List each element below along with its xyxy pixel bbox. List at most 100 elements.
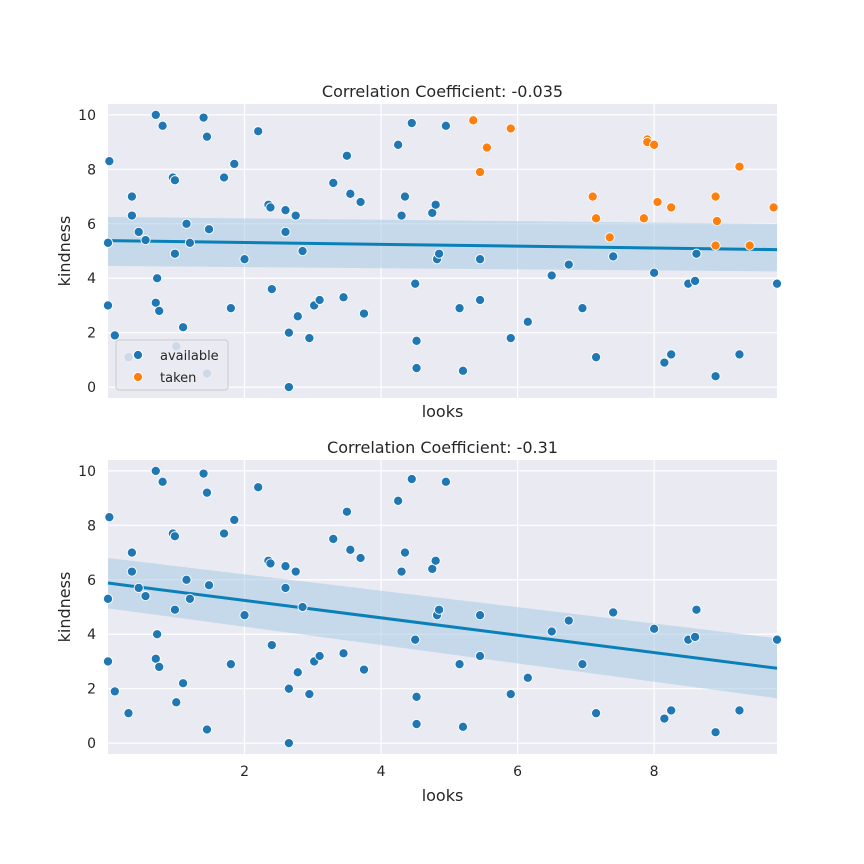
data-point-available-29 xyxy=(253,126,264,137)
data-point-available-1 xyxy=(104,156,115,167)
data-point-available-34 xyxy=(280,205,291,216)
data-point-available-45 xyxy=(341,150,352,161)
data-point-available-73 xyxy=(659,357,670,368)
data-point-available-55 xyxy=(411,719,422,730)
x-ticks-bottom: 2 4 6 8 xyxy=(240,764,659,780)
y-tick-label-6: 6 xyxy=(87,573,96,589)
x-tick-label-4: 4 xyxy=(377,764,386,780)
data-point-available-22 xyxy=(201,487,213,498)
data-point-available-65 xyxy=(505,689,516,700)
confidence-band-area xyxy=(108,558,777,699)
data-point-taken-17 xyxy=(744,240,755,251)
data-point-available-50 xyxy=(396,210,407,221)
y-axis-label-top: kindness xyxy=(55,216,74,287)
y-tick-label-8: 8 xyxy=(87,162,96,178)
data-point-available-49 xyxy=(393,139,404,150)
data-point-available-24 xyxy=(203,224,215,235)
y-tick-label-0: 0 xyxy=(87,736,96,752)
data-point-available-39 xyxy=(297,601,308,613)
data-point-available-42 xyxy=(314,294,325,306)
data-point-available-74 xyxy=(666,349,677,360)
data-point-available-77 xyxy=(691,248,702,259)
data-point-available-66 xyxy=(522,316,533,327)
legend-label-available: available xyxy=(160,349,219,364)
data-point-available-13 xyxy=(157,476,168,487)
data-point-available-51 xyxy=(399,547,411,558)
data-point-available-17 xyxy=(169,604,180,615)
data-point-available-45 xyxy=(341,506,352,517)
data-point-available-0 xyxy=(102,237,114,248)
data-point-available-20 xyxy=(184,237,195,248)
data-point-available-72 xyxy=(649,623,660,634)
data-point-available-32 xyxy=(266,640,277,651)
data-point-available-64 xyxy=(474,650,486,662)
data-point-taken-11 xyxy=(652,196,663,208)
data-point-available-7 xyxy=(133,226,144,237)
data-point-available-80 xyxy=(771,634,783,645)
y-ticks-top: 0 2 4 6 8 10 xyxy=(78,108,96,396)
data-point-available-46 xyxy=(345,188,356,199)
data-point-available-50 xyxy=(396,566,407,577)
data-point-available-71 xyxy=(608,607,619,618)
data-point-available-60 xyxy=(440,476,451,487)
data-point-available-11 xyxy=(152,273,163,284)
data-point-available-38 xyxy=(292,311,303,322)
data-point-available-31 xyxy=(265,558,276,569)
data-point-available-12 xyxy=(154,661,165,672)
data-point-available-76 xyxy=(690,275,701,286)
data-point-taken-2 xyxy=(481,142,492,153)
data-point-available-64 xyxy=(474,294,486,306)
data-point-available-26 xyxy=(225,659,236,670)
data-point-available-29 xyxy=(253,482,264,493)
data-point-available-7 xyxy=(133,582,144,593)
data-point-available-61 xyxy=(454,659,465,670)
data-point-available-10 xyxy=(150,109,161,120)
data-point-taken-16 xyxy=(734,161,745,172)
data-point-available-53 xyxy=(410,278,421,289)
data-point-available-53 xyxy=(410,634,421,645)
data-point-available-36 xyxy=(283,382,294,393)
data-point-available-22 xyxy=(201,131,213,142)
data-point-available-40 xyxy=(304,333,315,344)
data-point-available-69 xyxy=(577,303,588,314)
data-point-taken-13 xyxy=(710,191,721,202)
data-point-available-57 xyxy=(430,199,441,210)
data-point-available-35 xyxy=(283,327,294,338)
y-tick-label-2: 2 xyxy=(87,682,96,698)
data-point-taken-5 xyxy=(591,213,602,224)
data-point-available-47 xyxy=(355,196,366,208)
data-point-available-78 xyxy=(710,371,721,382)
data-point-available-15 xyxy=(169,531,180,542)
data-point-available-73 xyxy=(659,713,670,724)
data-point-available-38 xyxy=(292,667,303,678)
data-point-available-34 xyxy=(280,561,291,572)
data-point-available-0 xyxy=(102,593,114,604)
data-point-available-52 xyxy=(406,118,417,129)
data-point-available-33 xyxy=(280,226,291,237)
x-axis-label-bottom: looks xyxy=(422,786,464,805)
y-tick-label-4: 4 xyxy=(87,627,96,643)
regression-line xyxy=(107,581,778,670)
data-point-available-28 xyxy=(239,254,250,265)
data-point-available-12 xyxy=(154,305,165,316)
points-top xyxy=(102,109,783,393)
data-point-available-36 xyxy=(283,738,294,749)
x-tick-label-2: 2 xyxy=(240,764,249,780)
data-point-available-15 xyxy=(169,175,180,186)
data-point-available-48 xyxy=(358,308,370,319)
data-point-taken-14 xyxy=(711,216,722,227)
data-point-taken-12 xyxy=(666,202,677,213)
data-point-available-1 xyxy=(104,512,115,523)
data-point-taken-15 xyxy=(710,240,721,251)
data-point-available-44 xyxy=(338,292,349,303)
data-point-available-25 xyxy=(219,172,230,183)
data-point-available-78 xyxy=(710,727,721,738)
data-point-available-37 xyxy=(290,210,301,221)
data-point-available-27 xyxy=(229,158,240,169)
data-point-available-67 xyxy=(546,270,557,281)
data-point-available-44 xyxy=(338,648,349,659)
data-point-available-3 xyxy=(109,686,120,697)
data-point-available-19 xyxy=(181,218,192,229)
data-point-available-52 xyxy=(406,474,417,485)
